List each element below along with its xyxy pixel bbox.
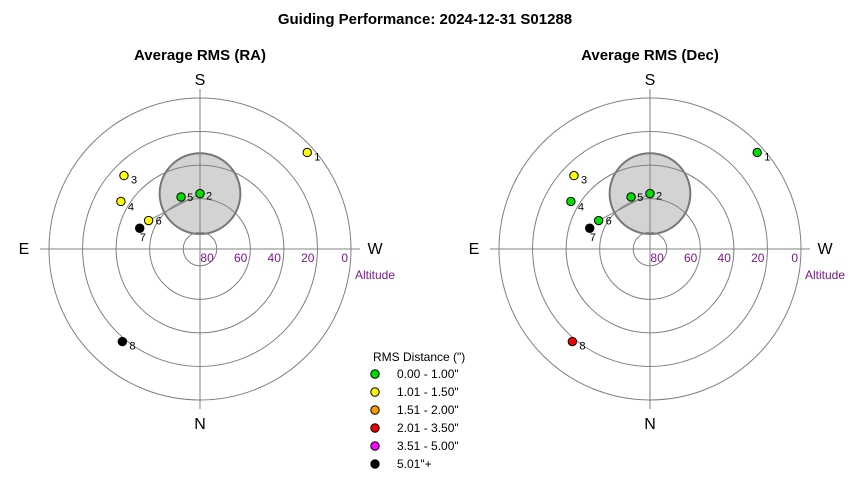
data-point-7 — [585, 223, 595, 233]
legend-label: 3.51 - 5.00" — [397, 439, 459, 453]
chart-title: Guiding Performance: 2024-12-31 S01288 — [278, 11, 572, 28]
legend-label: 2.01 - 3.50" — [397, 421, 459, 435]
data-point-3 — [569, 170, 579, 181]
data-point-2 — [195, 188, 205, 199]
altitude-axis-label: Altitude — [805, 268, 845, 282]
data-point-label: 5 — [637, 192, 643, 204]
data-point-label: 6 — [156, 216, 162, 228]
direction-label-right: W — [367, 241, 383, 258]
polar-plot-dec: Average RMS (Dec) S N E W 80 60 40 20 0 Altitude 1 2… — [469, 47, 846, 433]
legend-marker — [370, 459, 380, 469]
altitude-tick-label: 0 — [341, 251, 348, 265]
data-point-1 — [752, 147, 762, 158]
altitude-tick-label: 40 — [268, 251, 282, 265]
data-point-8 — [567, 336, 578, 347]
legend-label: 1.01 - 1.50" — [397, 385, 459, 399]
legend-marker — [370, 387, 380, 397]
legend-title: RMS Distance (") — [373, 350, 465, 364]
legend-marker — [370, 369, 380, 379]
direction-label-top: S — [645, 72, 656, 89]
altitude-tick-label: 80 — [650, 251, 664, 265]
data-point-6 — [143, 215, 154, 226]
data-point-label: 1 — [764, 151, 770, 163]
data-point-5 — [176, 192, 186, 202]
data-point-label: 2 — [206, 191, 212, 203]
direction-label-right: W — [817, 241, 833, 258]
data-point-4 — [116, 196, 126, 207]
altitude-tick-label: 80 — [200, 251, 214, 265]
data-point-label: 7 — [140, 232, 146, 244]
data-point-label: 6 — [606, 216, 612, 228]
altitude-tick-label: 40 — [718, 251, 732, 265]
data-point-4 — [566, 196, 576, 207]
data-point-7 — [135, 223, 145, 233]
direction-label-bottom: N — [194, 416, 206, 433]
direction-label-bottom: N — [644, 416, 656, 433]
data-point-1 — [302, 147, 312, 158]
direction-label-top: S — [195, 72, 206, 89]
track-line — [148, 193, 201, 221]
data-point-label: 7 — [590, 232, 596, 244]
data-point-6 — [593, 215, 604, 226]
data-point-5 — [626, 192, 636, 202]
direction-label-left: E — [469, 241, 480, 258]
data-point-8 — [117, 336, 128, 347]
legend-label: 0.00 - 1.00" — [397, 367, 459, 381]
legend-marker — [370, 405, 380, 415]
legend-label: 5.01"+ — [397, 457, 432, 471]
polar-plot-ra: Average RMS (RA) S N E W 80 60 40 20 0 Altitude 1 2 3… — [19, 47, 396, 433]
data-point-label: 1 — [314, 151, 320, 163]
legend-label: 1.51 - 2.00" — [397, 403, 459, 417]
altitude-tick-label: 20 — [301, 251, 315, 265]
subplot-title: Average RMS (RA) — [134, 47, 266, 64]
data-point-label: 4 — [578, 201, 584, 213]
legend-marker — [370, 423, 380, 433]
data-point-2 — [645, 188, 655, 199]
data-point-label: 4 — [128, 201, 134, 213]
data-point-label: 3 — [131, 175, 137, 187]
altitude-tick-label: 60 — [234, 251, 248, 265]
legend: RMS Distance (") 0.00 - 1.00" 1.01 - 1.50… — [370, 350, 465, 471]
track-line — [598, 193, 651, 221]
altitude-tick-label: 60 — [684, 251, 698, 265]
data-point-label: 3 — [581, 175, 587, 187]
altitude-tick-label: 20 — [751, 251, 765, 265]
altitude-axis-label: Altitude — [355, 268, 395, 282]
data-point-label: 5 — [187, 192, 193, 204]
altitude-tick-label: 0 — [791, 251, 798, 265]
data-point-label: 2 — [656, 191, 662, 203]
direction-label-left: E — [19, 241, 30, 258]
legend-marker — [370, 441, 380, 451]
data-point-3 — [119, 170, 129, 181]
data-point-label: 8 — [129, 341, 135, 353]
data-point-label: 8 — [579, 341, 585, 353]
subplot-title: Average RMS (Dec) — [581, 47, 719, 64]
